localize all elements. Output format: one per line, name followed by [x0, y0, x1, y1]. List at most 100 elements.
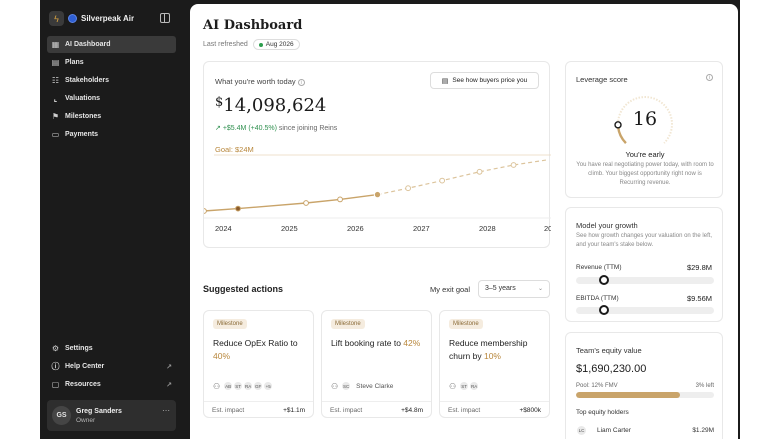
person-avatar: ST	[459, 381, 470, 391]
people-icon: ⚇	[213, 381, 221, 391]
help-icon: ⓘ	[51, 362, 60, 371]
sidebar-item-resources[interactable]: ▢ Resources ↗	[47, 376, 176, 393]
app-logo-icon: ϟ	[49, 11, 64, 26]
worth-change-value: +$5.4M (+40.5%)	[222, 125, 277, 132]
exit-goal-value: 3–5 years	[485, 285, 516, 292]
ebitda-slider[interactable]	[576, 305, 714, 315]
holder-row[interactable]: LC Liam Carter $1.29M	[576, 425, 714, 436]
sidebar: ϟ Silverpeak Air ▦ AI Dashboard ▤ Plans ☷ Sta…	[40, 0, 185, 439]
pool-label: Pool: 12% FMV	[576, 383, 618, 389]
more-icon[interactable]: ⋯	[162, 406, 170, 415]
action-people: ⚇ SC Steve Clarke	[331, 381, 393, 391]
milestone-badge: Milestone	[449, 319, 483, 329]
data-point[interactable]	[235, 205, 241, 212]
milestone-badge: Milestone	[331, 319, 365, 329]
x-tick-label: 2025	[281, 224, 298, 233]
sidebar-item-payments[interactable]: ▭ Payments	[47, 126, 176, 143]
ebitda-slider-handle[interactable]	[598, 305, 609, 315]
exit-goal-select[interactable]: 3–5 years ⌄	[478, 280, 550, 298]
worth-label-text: What you're worth today	[215, 77, 296, 86]
action-title: Lift booking rate to 42%	[331, 337, 431, 350]
data-point[interactable]	[439, 177, 446, 184]
growth-description: See how growth changes your valuation on…	[576, 233, 713, 248]
pool-bar-fill	[576, 392, 680, 398]
growth-label: Model your growth	[576, 221, 638, 230]
sidebar-item-settings[interactable]: ⚙ Settings	[47, 340, 176, 357]
holders-label: Top equity holders	[576, 409, 629, 416]
sidebar-item-help-center[interactable]: ⓘ Help Center ↗	[47, 358, 176, 375]
person-avatar: AB	[223, 381, 234, 391]
worth-change-suffix: since joining Reins	[278, 125, 338, 132]
action-title-text: Lift booking rate to	[331, 338, 404, 348]
person-avatar: RA	[243, 381, 254, 391]
ebitda-label: EBITDA (TTM)	[576, 295, 619, 302]
action-title-text: Reduce membership churn by	[449, 338, 528, 361]
brand[interactable]: ϟ Silverpeak Air	[49, 11, 134, 26]
buyers-price-button[interactable]: ▤ See how buyers price you	[430, 72, 539, 89]
impact-value: +$4.8m	[401, 407, 423, 414]
action-card[interactable]: Milestone Reduce membership churn by 10% ⚇…	[439, 310, 550, 418]
refreshed-label: Last refreshed	[203, 41, 248, 48]
data-point[interactable]	[510, 162, 517, 168]
equity-label: Team's equity value	[576, 346, 642, 355]
dashboard-icon: ▦	[51, 40, 60, 49]
person-name: Steve Clarke	[356, 382, 394, 390]
action-title-text: Reduce OpEx Ratio to	[213, 338, 298, 348]
action-people: ⚇ ST RA	[449, 381, 480, 391]
impact-label: Est. impact	[330, 407, 363, 414]
sidebar-item-milestones[interactable]: ⚑ Milestones	[47, 108, 176, 125]
main-nav: ▦ AI Dashboard ▤ Plans ☷ Stakeholders ⌞ Valuati…	[47, 36, 176, 144]
user-role: Owner	[76, 416, 96, 424]
revenue-slider-handle[interactable]	[598, 275, 609, 285]
worth-amount: 14,098,624	[223, 95, 327, 116]
worth-currency: $	[215, 95, 224, 110]
x-tick-label: 2026	[347, 224, 364, 233]
action-card[interactable]: Milestone Lift booking rate to 42% ⚇ SC Stev…	[321, 310, 432, 418]
info-icon[interactable]: i	[706, 74, 713, 81]
exit-goal-label: My exit goal	[430, 285, 471, 294]
sidebar-toggle-icon[interactable]	[160, 13, 170, 23]
payments-icon: ▭	[51, 130, 60, 139]
revenue-slider[interactable]	[576, 275, 714, 285]
sidebar-item-stakeholders[interactable]: ☷ Stakeholders	[47, 72, 176, 89]
plans-icon: ▤	[51, 58, 60, 67]
bottom-nav: ⚙ Settings ⓘ Help Center ↗ ▢ Resources ↗	[47, 340, 176, 394]
data-point[interactable]	[337, 196, 343, 203]
pool-row: Pool: 12% FMV 3% left	[576, 383, 714, 389]
ebitda-value: $9.56M	[686, 294, 712, 303]
external-link-icon: ↗	[166, 380, 172, 389]
valuation-chart: Goal: $24M 2024 2025 2026 2027 2028 20	[204, 147, 551, 233]
leverage-card: Leverage score i 16 You're early You hav…	[565, 61, 723, 198]
sidebar-item-label: Plans	[65, 59, 84, 66]
equity-value: $1,690,230.00	[576, 363, 647, 375]
data-point[interactable]	[303, 200, 309, 206]
worth-value: $14,098,624	[215, 95, 326, 116]
impact-value: +$800k	[519, 407, 541, 414]
user-card[interactable]: GS Greg Sanders Owner ⋯	[47, 400, 176, 431]
holder-value: $1.29M	[692, 427, 714, 434]
sidebar-item-valuations[interactable]: ⌞ Valuations	[47, 90, 176, 107]
sidebar-item-ai-dashboard[interactable]: ▦ AI Dashboard	[47, 36, 176, 53]
data-point[interactable]	[476, 168, 483, 175]
sidebar-item-label: AI Dashboard	[65, 41, 111, 48]
refreshed-date-badge: Aug 2026	[252, 39, 300, 50]
refreshed-date: Aug 2026	[265, 41, 294, 48]
sidebar-item-plans[interactable]: ▤ Plans	[47, 54, 176, 71]
action-card[interactable]: Milestone Reduce OpEx Ratio to 40% ⚇ AB ST RA…	[203, 310, 314, 418]
milestones-icon: ⚑	[51, 112, 60, 121]
current-data-point[interactable]	[373, 190, 382, 199]
milestone-badge: Milestone	[213, 319, 247, 329]
equity-card: Team's equity value $1,690,230.00 Pool: …	[565, 332, 723, 439]
company-logo-icon	[68, 14, 77, 23]
info-icon[interactable]: i	[297, 79, 305, 86]
leverage-gauge	[614, 96, 673, 144]
resources-icon: ▢	[51, 380, 60, 389]
action-people: ⚇ AB ST RA GF +5	[213, 381, 274, 391]
worth-label: What you're worth today i	[215, 77, 305, 86]
sidebar-item-label: Resources	[65, 381, 101, 388]
person-avatar: ST	[233, 381, 244, 391]
action-target: 40%	[213, 351, 231, 361]
action-title: Reduce membership churn by 10%	[449, 337, 549, 363]
data-point[interactable]	[204, 208, 207, 214]
data-point[interactable]	[405, 185, 412, 192]
